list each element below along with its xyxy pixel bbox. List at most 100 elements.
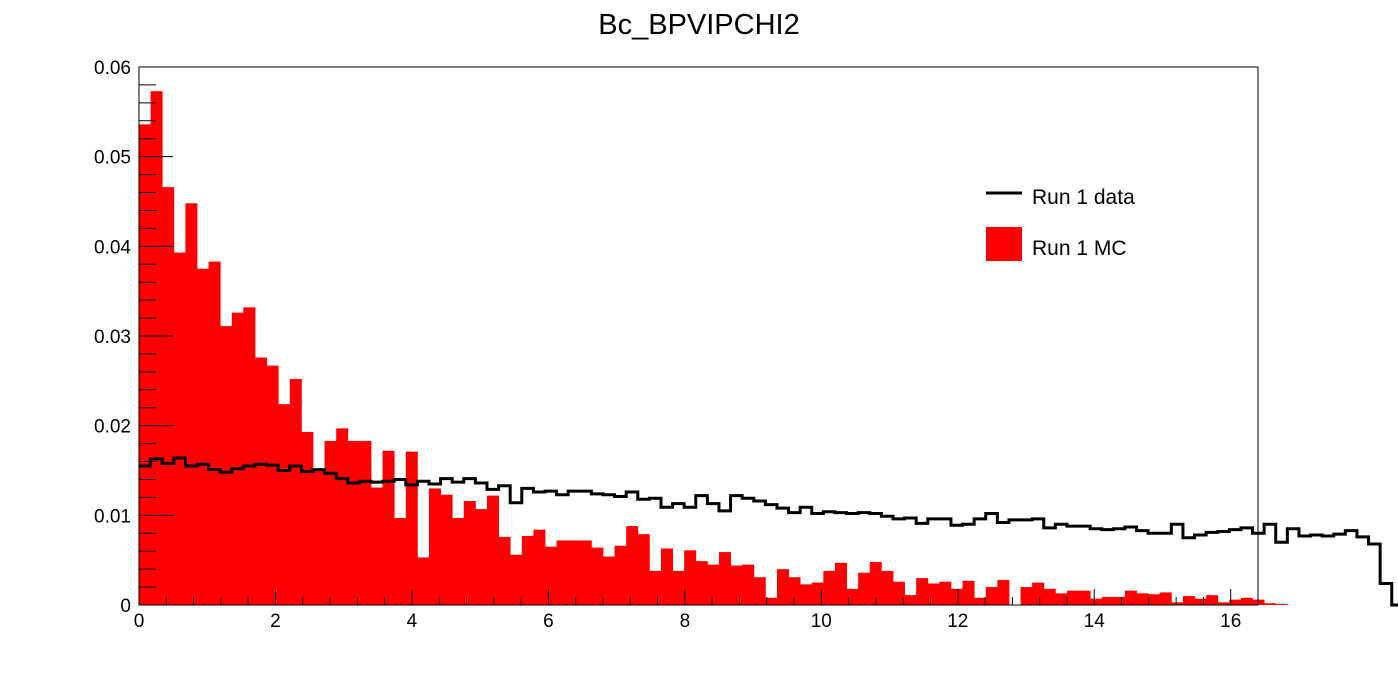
mc-bar xyxy=(428,488,441,605)
legend-label-data: Run 1 data xyxy=(1032,186,1135,209)
mc-bar xyxy=(591,547,604,605)
mc-bar xyxy=(776,569,789,605)
x-tick-label: 12 xyxy=(947,611,968,632)
mc-bar xyxy=(440,494,453,605)
mc-bar xyxy=(336,428,349,605)
y-tick-label: 0.01 xyxy=(94,506,131,527)
mc-bar xyxy=(289,379,302,605)
mc-bar xyxy=(1113,596,1126,605)
mc-bar xyxy=(602,556,615,605)
mc-bar xyxy=(370,487,383,605)
x-axis: 0 2 4 6 8 10 12 14 16 xyxy=(134,589,1259,632)
mc-bar xyxy=(254,357,267,605)
mc-bar xyxy=(730,565,743,605)
mc-bar xyxy=(312,470,325,605)
mc-bar xyxy=(173,252,186,606)
mc-bar xyxy=(800,584,813,605)
mc-bar xyxy=(1240,597,1253,605)
x-tick-label: 16 xyxy=(1220,611,1241,632)
mc-bar xyxy=(858,572,871,605)
mc-bar xyxy=(579,540,592,605)
mc-bar xyxy=(510,554,523,605)
mc-bar xyxy=(1090,598,1103,605)
mc-bar xyxy=(846,588,859,605)
mc-bar xyxy=(243,307,256,605)
mc-bar xyxy=(1252,599,1265,605)
mc-bar xyxy=(162,187,175,606)
mc-bar xyxy=(278,404,291,605)
mc-bar xyxy=(904,595,917,605)
x-tick-label: 6 xyxy=(543,611,554,632)
mc-bar xyxy=(1194,598,1207,605)
mc-bar xyxy=(614,545,627,605)
mc-bar xyxy=(1264,603,1277,605)
mc-bar xyxy=(382,450,395,605)
mc-bar xyxy=(1182,596,1195,605)
legend: Run 1 data Run 1 MC xyxy=(986,186,1135,261)
x-tick-label: 8 xyxy=(680,611,691,632)
x-tick-label: 14 xyxy=(1084,611,1106,632)
mc-bar xyxy=(301,431,314,605)
mc-bar xyxy=(463,500,476,605)
mc-bar xyxy=(811,582,824,605)
mc-bar xyxy=(544,546,557,605)
legend-swatch-mc xyxy=(986,227,1022,261)
mc-bar xyxy=(765,597,778,605)
mc-bar xyxy=(742,564,755,605)
x-tick-label: 10 xyxy=(811,611,832,632)
mc-bar xyxy=(405,451,418,605)
mc-bar xyxy=(196,268,209,605)
mc-bar xyxy=(916,578,929,605)
mc-bar xyxy=(626,526,639,605)
mc-bar xyxy=(347,440,360,605)
mc-bar xyxy=(1032,582,1045,605)
mc-bar xyxy=(231,312,244,605)
mc-bar xyxy=(475,509,488,605)
mc-bar xyxy=(556,540,569,605)
mc-bar xyxy=(881,570,894,605)
mc-bar xyxy=(1275,604,1288,605)
mc-bar xyxy=(707,564,720,605)
mc-bar xyxy=(649,570,662,605)
mc-bar xyxy=(753,577,766,605)
mc-bar xyxy=(997,579,1010,605)
mc-bar xyxy=(1043,588,1056,605)
mc-bar xyxy=(974,597,987,605)
mc-bar xyxy=(1159,592,1172,605)
mc-bar xyxy=(521,535,534,605)
mc-bar xyxy=(394,518,407,605)
mc-bar xyxy=(1171,602,1184,605)
mc-bar xyxy=(927,583,940,605)
mc-bar xyxy=(417,557,430,605)
mc-bar xyxy=(939,581,952,605)
mc-bar xyxy=(185,203,198,605)
mc-series-bars xyxy=(139,91,1288,606)
y-tick-label: 0.04 xyxy=(94,237,131,258)
mc-bar xyxy=(788,577,801,605)
y-tick-label: 0.02 xyxy=(94,417,131,438)
y-tick-label: 0 xyxy=(120,596,131,617)
mc-bar xyxy=(695,561,708,605)
mc-bar xyxy=(1020,587,1033,605)
mc-bar xyxy=(220,326,233,605)
x-tick-label: 4 xyxy=(407,611,418,632)
mc-bar xyxy=(486,495,499,605)
mc-bar xyxy=(834,562,847,605)
mc-bar xyxy=(718,552,731,605)
mc-bar xyxy=(1206,595,1219,605)
mc-bar xyxy=(1217,602,1230,605)
mc-bar xyxy=(869,561,882,605)
chart-title: Bc_BPVIPCHI2 xyxy=(598,9,799,41)
mc-bar xyxy=(1078,590,1091,605)
mc-bar xyxy=(324,440,337,605)
mc-bar xyxy=(266,365,279,605)
mc-bar xyxy=(1124,590,1137,605)
mc-bar xyxy=(637,534,650,605)
mc-bar xyxy=(359,440,372,605)
mc-bar xyxy=(1148,594,1161,605)
mc-bar xyxy=(892,581,905,605)
mc-bar xyxy=(452,518,465,605)
mc-bar xyxy=(823,570,836,605)
